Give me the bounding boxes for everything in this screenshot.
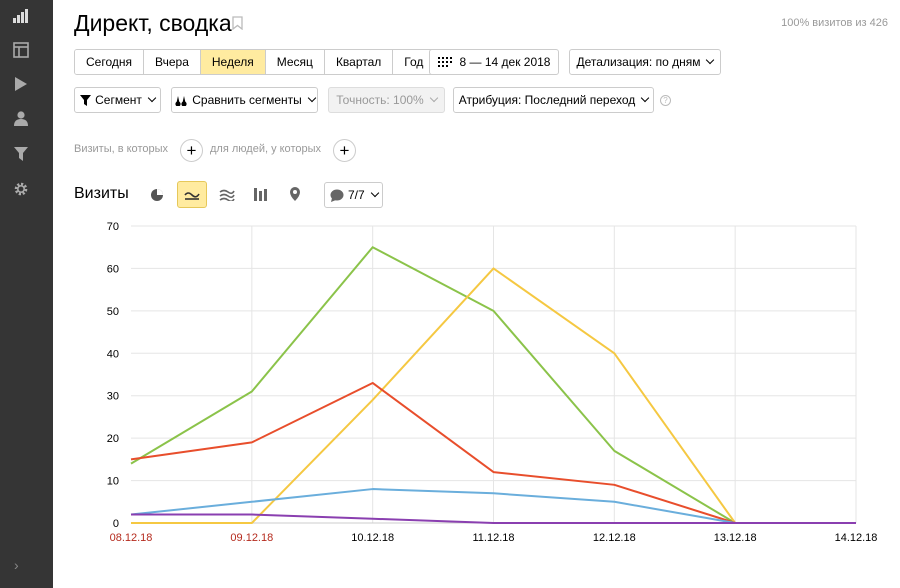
layout-icon[interactable] [11,40,31,60]
chevron-down-icon [370,188,379,198]
y-tick-label: 10 [107,476,119,488]
funnel-icon[interactable] [11,144,31,164]
comment-icon [330,189,344,202]
chevron-down-icon [641,93,650,103]
period-quarter-button[interactable]: Квартал [324,50,394,74]
x-tick-label: 14.12.18 [835,532,878,544]
people-filter-label: для людей, у которых [210,143,321,155]
map-pin-icon[interactable] [280,181,310,208]
attribution-label: Атрибуция: Последний переход [458,93,636,107]
y-tick-label: 70 [107,221,119,233]
date-range-label: 8 — 14 дек 2018 [459,55,551,69]
calendar-icon [437,57,452,67]
chevron-down-icon [706,55,715,65]
series-count-label: 7/7 [348,188,365,202]
chevron-down-icon [147,93,157,103]
area-chart-icon[interactable] [212,181,242,208]
y-tick-label: 0 [113,518,119,530]
series-count-dropdown[interactable]: 7/7 [324,182,383,208]
y-tick-label: 40 [107,348,119,360]
period-today-button[interactable]: Сегодня [75,50,144,74]
segment-dropdown[interactable]: Сегмент [74,87,161,113]
x-tick-label: 08.12.18 [110,532,153,544]
period-year-button[interactable]: Год [393,50,435,74]
compare-icon [174,94,188,106]
add-people-condition-button[interactable]: + [333,139,356,162]
period-week-button[interactable]: Неделя [200,50,266,74]
detail-dropdown[interactable]: Детализация: по дням [569,49,721,75]
line-chart-icon[interactable] [177,181,207,208]
pie-chart-icon[interactable] [142,181,172,208]
accuracy-label: Точность: 100% [336,93,424,107]
y-tick-label: 30 [107,391,119,403]
period-selector: Сегодня Вчера Неделя Месяц Квартал Год [74,49,436,75]
main-content: Директ, сводка 100% визитов из 426 Сегод… [53,0,900,588]
add-visit-condition-button[interactable]: + [180,139,203,162]
expand-sidebar-button[interactable]: › [14,557,19,573]
gear-icon[interactable] [11,179,31,199]
x-tick-label: 12.12.18 [593,532,636,544]
series-line [131,513,856,524]
bar-chart-icon[interactable] [11,6,31,26]
x-tick-label: 09.12.18 [230,532,273,544]
x-tick-label: 11.12.18 [472,532,514,544]
segment-label: Сегмент [95,93,142,107]
date-range-button[interactable]: 8 — 14 дек 2018 [429,49,559,75]
chevron-down-icon [307,93,317,103]
x-tick-label: 10.12.18 [351,532,394,544]
play-icon[interactable] [11,74,31,94]
chart-title: Визиты [74,185,129,202]
bookmark-icon[interactable] [232,16,243,35]
visits-line-chart: 0 10 20 30 40 50 60 70 08.12.18 09.12.18 10.12.18 1… [107,221,878,544]
y-tick-label: 20 [107,433,119,445]
detail-label: Детализация: по дням [576,55,701,69]
visits-sampling-info: 100% визитов из 426 [781,17,888,29]
help-icon[interactable]: ? [660,95,671,106]
page-title: Директ, сводка [74,10,232,36]
y-tick-label: 50 [107,306,119,318]
sidebar: › [0,0,53,588]
attribution-dropdown[interactable]: Атрибуция: Последний переход [453,87,654,113]
visits-filter-label: Визиты, в которых [74,143,168,155]
compare-label: Сравнить сегменты [192,93,302,107]
chevron-down-icon [429,93,438,103]
user-icon[interactable] [11,108,31,128]
accuracy-dropdown[interactable]: Точность: 100% [328,87,445,113]
funnel-icon [80,94,92,106]
y-tick-label: 60 [107,263,119,275]
x-tick-label: 13.12.18 [714,532,757,544]
compare-segments-dropdown[interactable]: Сравнить сегменты [171,87,318,113]
period-yesterday-button[interactable]: Вчера [144,50,201,74]
bar-chart-icon[interactable] [246,181,276,208]
period-month-button[interactable]: Месяц [265,50,325,74]
